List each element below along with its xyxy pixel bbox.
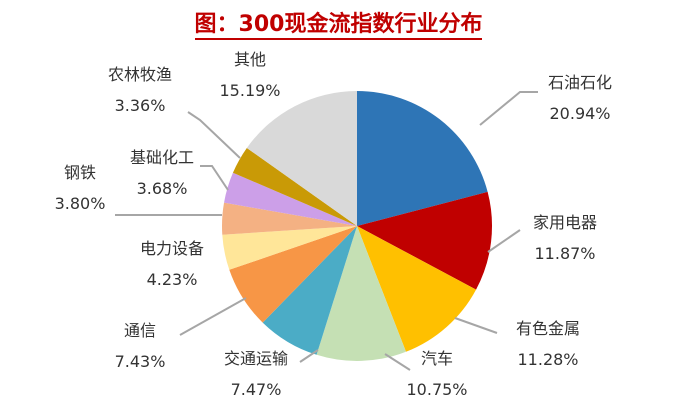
slice-name-label: 其他 [233, 50, 267, 69]
slice-name-label: 汽车 [420, 349, 454, 368]
pie-slice-4 [262, 226, 357, 355]
data-label: 家用电器 11.87% [533, 207, 597, 269]
slice-name-label: 钢铁 [63, 163, 97, 182]
slice-name-label: 家用电器 [532, 213, 598, 232]
leader-line-1 [487, 229, 521, 253]
data-label: 石油石化 20.94% [548, 67, 612, 129]
slice-value-label: 11.87% [534, 244, 596, 263]
data-label: 基础化工 3.68% [130, 142, 194, 204]
slice-name-label: 有色金属 [515, 319, 581, 338]
slice-name-label: 交通运输 [223, 349, 289, 368]
data-label: 交通运输 7.47% [224, 343, 288, 405]
slice-name-label: 电力设备 [139, 239, 205, 258]
pie-slice-6 [222, 226, 357, 270]
leader-line-8 [200, 165, 229, 191]
pie-slice-3 [316, 226, 406, 361]
slice-value-label: 15.19% [219, 81, 281, 100]
leader-line-9 [187, 111, 241, 159]
slice-value-label: 11.28% [517, 350, 579, 369]
pie-slice-7 [222, 202, 357, 235]
pie-slice-8 [224, 172, 357, 226]
pie-slice-5 [229, 226, 357, 323]
slice-value-label: 20.94% [549, 104, 611, 123]
leader-line-2 [454, 317, 498, 334]
leader-line-0 [479, 91, 538, 126]
pie-slice-0 [357, 91, 488, 226]
data-label: 有色金属 11.28% [516, 313, 580, 375]
slice-value-label: 3.68% [136, 179, 188, 198]
slice-value-label: 7.43% [114, 352, 166, 371]
leader-line-3 [384, 353, 411, 371]
pie-slice-1 [357, 191, 492, 290]
data-label: 汽车 10.75% [406, 343, 467, 405]
slice-value-label: 7.47% [230, 380, 282, 399]
pie-slice-10 [246, 91, 357, 226]
data-label: 农林牧渔 3.36% [108, 59, 172, 121]
data-label: 电力设备 4.23% [140, 233, 204, 295]
data-label: 通信 7.43% [115, 315, 166, 377]
chart-title: 图：300现金流指数行业分布 [0, 6, 677, 40]
slice-value-label: 3.36% [114, 96, 166, 115]
slice-name-label: 基础化工 [129, 148, 195, 167]
data-label: 其他 15.19% [219, 44, 280, 106]
slice-value-label: 4.23% [146, 270, 198, 289]
leader-line-4 [299, 349, 319, 363]
data-label: 钢铁 3.80% [55, 157, 106, 219]
pie-slice-2 [357, 226, 477, 352]
pie-slice-9 [232, 147, 357, 226]
slice-name-label: 农林牧渔 [107, 65, 173, 84]
slice-value-label: 10.75% [406, 380, 468, 399]
leader-line-5 [179, 297, 247, 336]
slice-name-label: 通信 [123, 321, 157, 340]
slice-name-label: 石油石化 [547, 73, 613, 92]
slice-value-label: 3.80% [54, 194, 106, 213]
